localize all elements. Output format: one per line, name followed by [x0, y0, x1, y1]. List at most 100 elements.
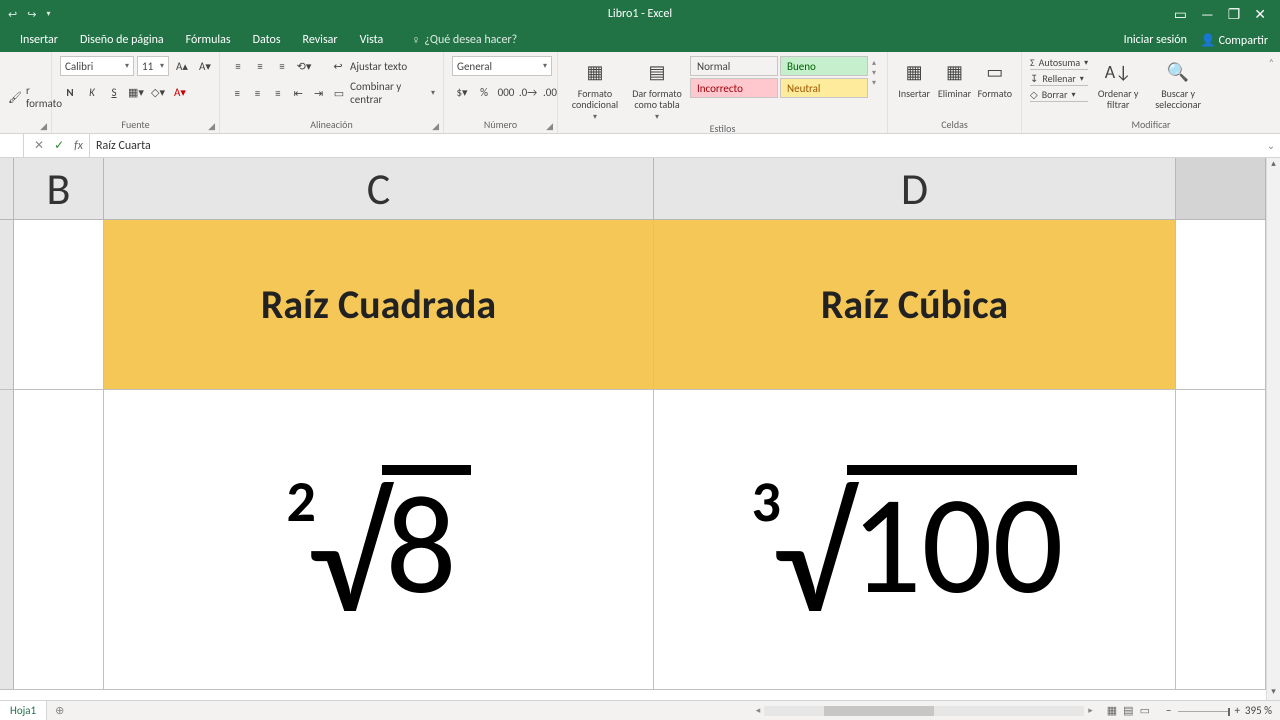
align-bottom-icon[interactable]: ≡: [272, 56, 292, 76]
tell-me[interactable]: ♀ ¿Qué desea hacer?: [411, 33, 517, 48]
fx-icon[interactable]: fx: [74, 139, 89, 153]
decrease-font-icon[interactable]: A▾: [195, 56, 215, 76]
cell-style-neutral[interactable]: Neutral: [780, 78, 868, 98]
zoom-out-icon[interactable]: −: [1166, 704, 1171, 717]
formula-input[interactable]: Raíz Cuarta: [89, 134, 1262, 157]
dialog-launcher-icon[interactable]: ◢: [208, 121, 215, 132]
borders-icon[interactable]: ▦▾: [126, 82, 146, 102]
fill-color-icon[interactable]: ◇▾: [148, 82, 168, 102]
delete-cells-button[interactable]: ▦ Eliminar: [936, 56, 972, 99]
page-break-view-icon[interactable]: ▭: [1140, 704, 1150, 717]
cell-b1[interactable]: [14, 220, 104, 389]
wrap-text-button[interactable]: Ajustar texto: [350, 60, 407, 73]
format-as-table-button[interactable]: ▤ Dar formato como tabla ▾: [628, 56, 686, 122]
scroll-up-icon[interactable]: ▴: [1267, 158, 1280, 172]
font-name-combo[interactable]: Calibri▾: [60, 56, 134, 76]
qat-dropdown-icon[interactable]: ▾: [46, 9, 50, 19]
styles-more-icon[interactable]: ▾: [872, 78, 876, 88]
column-header-e[interactable]: [1176, 158, 1266, 219]
align-top-icon[interactable]: ≡: [228, 56, 248, 76]
sign-in-link[interactable]: Iniciar sesión: [1124, 33, 1187, 47]
undo-icon[interactable]: ↩: [8, 8, 17, 21]
ribbon-display-icon[interactable]: ▭: [1174, 6, 1187, 23]
row-header-2[interactable]: [0, 390, 14, 689]
scroll-right-icon[interactable]: ▸: [1088, 705, 1093, 716]
sort-filter-button[interactable]: A↓ Ordenar y filtrar: [1092, 56, 1144, 110]
name-box[interactable]: [0, 134, 24, 157]
cell-e2[interactable]: [1176, 390, 1266, 689]
clear-button[interactable]: ◇Borrar▾: [1030, 88, 1088, 102]
italic-button[interactable]: K: [82, 82, 102, 102]
dialog-launcher-icon[interactable]: ◢: [432, 121, 439, 132]
worksheet-grid[interactable]: B C D Raíz Cuadrada Raíz Cúbica 2 √ 8: [0, 158, 1266, 700]
cell-d2[interactable]: 3 √ 100: [654, 390, 1176, 689]
increase-decimal-icon[interactable]: .0→: [518, 82, 538, 102]
cell-d1[interactable]: Raíz Cúbica: [654, 220, 1176, 389]
zoom-in-icon[interactable]: +: [1234, 704, 1239, 717]
cancel-formula-icon[interactable]: ✕: [34, 138, 44, 153]
fill-button[interactable]: ↧Rellenar▾: [1030, 72, 1088, 86]
enter-formula-icon[interactable]: ✓: [54, 138, 64, 153]
horizontal-scrollbar[interactable]: [764, 706, 1084, 716]
align-center-icon[interactable]: ≡: [248, 83, 266, 103]
dialog-launcher-icon[interactable]: ◢: [40, 121, 47, 132]
tab-vista[interactable]: Vista: [360, 33, 384, 47]
maximize-icon[interactable]: ❐: [1228, 6, 1241, 23]
conditional-formatting-button[interactable]: ▦ Formato condicional ▾: [566, 56, 624, 122]
cell-c2[interactable]: 2 √ 8: [104, 390, 654, 689]
font-color-icon[interactable]: A▾: [170, 82, 190, 102]
increase-font-icon[interactable]: A▴: [172, 56, 192, 76]
styles-scroll-down-icon[interactable]: ▾: [872, 68, 876, 78]
new-sheet-button[interactable]: ⊕: [47, 704, 72, 717]
collapse-ribbon-icon[interactable]: ˄: [1269, 56, 1274, 69]
decrease-indent-icon[interactable]: ⇤: [289, 83, 307, 103]
cell-e1[interactable]: [1176, 220, 1266, 389]
dialog-launcher-icon[interactable]: ◢: [546, 121, 553, 132]
format-cells-button[interactable]: ▭ Formato: [977, 56, 1013, 99]
cell-style-incorrecto[interactable]: Incorrecto: [690, 78, 778, 98]
row-header-1[interactable]: [0, 220, 14, 389]
close-icon[interactable]: ✕: [1254, 6, 1266, 23]
zoom-level[interactable]: 395 %: [1245, 704, 1272, 717]
sheet-tab-hoja1[interactable]: Hoja1: [0, 701, 47, 720]
tab-revisar[interactable]: Revisar: [303, 33, 338, 47]
tab-insertar[interactable]: Insertar: [20, 33, 58, 47]
tab-datos[interactable]: Datos: [253, 33, 281, 47]
redo-icon[interactable]: ↪: [27, 8, 36, 21]
vertical-scrollbar[interactable]: ▴ ▾: [1266, 158, 1280, 700]
percent-icon[interactable]: %: [474, 82, 494, 102]
insert-cells-button[interactable]: ▦ Insertar: [896, 56, 932, 99]
scroll-left-icon[interactable]: ◂: [756, 705, 761, 716]
expand-formula-bar-icon[interactable]: ⌄: [1262, 139, 1280, 152]
scroll-down-icon[interactable]: ▾: [1267, 686, 1280, 700]
orientation-icon[interactable]: ⟲▾: [294, 56, 314, 76]
cell-c1[interactable]: Raíz Cuadrada: [104, 220, 654, 389]
cell-b2[interactable]: [14, 390, 104, 689]
minimize-icon[interactable]: —: [1201, 6, 1214, 23]
align-right-icon[interactable]: ≡: [269, 83, 287, 103]
cell-style-normal[interactable]: Normal: [690, 56, 778, 76]
bold-button[interactable]: N: [60, 82, 80, 102]
underline-button[interactable]: S: [104, 82, 124, 102]
tab-diseno[interactable]: Diseño de página: [80, 33, 164, 47]
find-select-button[interactable]: 🔍 Buscar y seleccionar: [1148, 56, 1208, 110]
column-header-d[interactable]: D: [654, 158, 1176, 219]
currency-icon[interactable]: $▾: [452, 82, 472, 102]
increase-indent-icon[interactable]: ⇥: [309, 83, 327, 103]
page-layout-view-icon[interactable]: ▤: [1123, 704, 1133, 717]
align-left-icon[interactable]: ≡: [228, 83, 246, 103]
thousands-icon[interactable]: 000: [496, 82, 516, 102]
share-button[interactable]: 👤 Compartir: [1201, 33, 1268, 48]
merge-center-button[interactable]: Combinar y centrar: [350, 80, 429, 106]
select-all-corner[interactable]: [0, 158, 14, 219]
column-header-b[interactable]: B: [14, 158, 104, 219]
cell-style-bueno[interactable]: Bueno: [780, 56, 868, 76]
tab-formulas[interactable]: Fórmulas: [186, 33, 231, 47]
number-format-combo[interactable]: General▾: [452, 56, 552, 76]
styles-scroll-up-icon[interactable]: ▴: [872, 58, 876, 68]
column-header-c[interactable]: C: [104, 158, 654, 219]
decrease-decimal-icon[interactable]: .00: [540, 82, 560, 102]
normal-view-icon[interactable]: ▦: [1107, 704, 1117, 717]
align-middle-icon[interactable]: ≡: [250, 56, 270, 76]
autosum-button[interactable]: ΣAutosuma▾: [1030, 56, 1088, 70]
